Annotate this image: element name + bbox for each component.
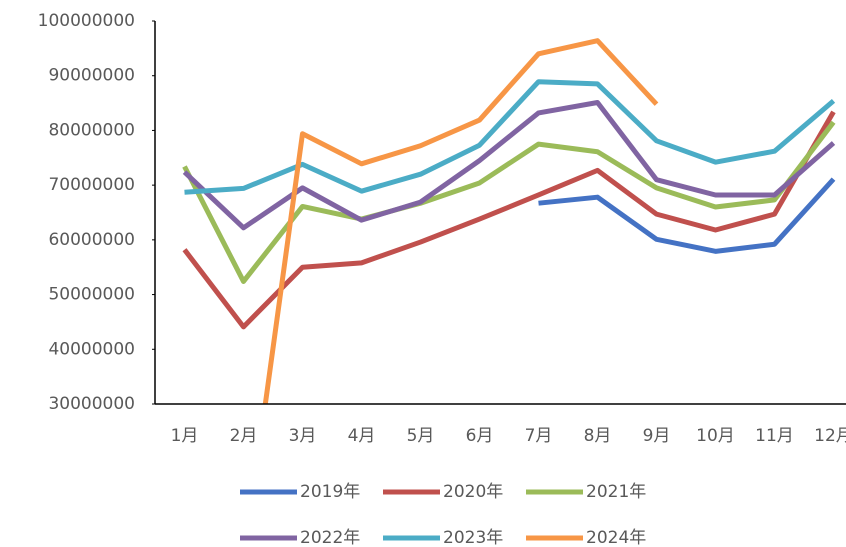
x-tick-label: 10月 xyxy=(696,426,735,446)
x-tick-label: 6月 xyxy=(466,426,494,446)
x-tick-label: 8月 xyxy=(584,426,612,446)
y-tick-label: 40000000 xyxy=(48,339,135,359)
y-tick-label: 90000000 xyxy=(48,66,135,86)
legend-label: 2023年 xyxy=(443,528,503,547)
series-line xyxy=(182,110,836,330)
x-tick-label: 4月 xyxy=(348,426,376,446)
x-tick-label: 7月 xyxy=(525,426,553,446)
legend-label: 2024年 xyxy=(586,528,646,547)
x-tick-label: 12月 xyxy=(814,426,846,446)
legend-label: 2021年 xyxy=(586,482,646,502)
series-line xyxy=(262,38,659,404)
plot-area xyxy=(182,38,836,404)
x-tick-label: 2月 xyxy=(230,426,258,446)
x-tick-label: 11月 xyxy=(755,426,794,446)
x-tick-label: 5月 xyxy=(407,426,435,446)
x-tick-label: 9月 xyxy=(643,426,671,446)
legend-label: 2019年 xyxy=(300,482,360,502)
x-tick-label: 1月 xyxy=(171,426,199,446)
series-line xyxy=(538,177,836,254)
y-tick-label: 60000000 xyxy=(48,230,135,250)
y-tick-label: 70000000 xyxy=(48,175,135,195)
legend-label: 2020年 xyxy=(443,482,503,502)
legend-label: 2022年 xyxy=(300,528,360,547)
x-tick-label: 3月 xyxy=(289,426,317,446)
y-tick-label: 80000000 xyxy=(48,120,135,140)
series-line xyxy=(184,79,836,195)
y-tick-label: 50000000 xyxy=(48,285,135,305)
y-tick-label: 100000000 xyxy=(38,11,135,31)
y-tick-label: 30000000 xyxy=(48,394,135,414)
